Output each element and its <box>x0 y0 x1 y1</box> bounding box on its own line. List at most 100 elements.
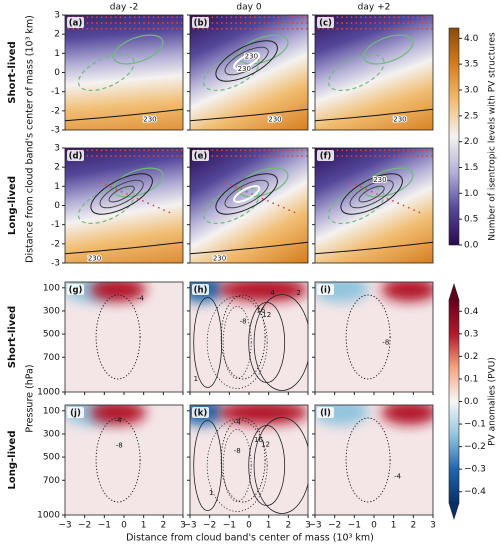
pv-marker <box>301 22 303 24</box>
pv-marker <box>379 27 381 30</box>
pv-marker <box>133 155 136 157</box>
contour-label: 1 <box>194 375 198 383</box>
pv-marker <box>220 155 223 157</box>
pv-marker <box>239 16 242 19</box>
colorbar <box>448 27 460 246</box>
pv-marker <box>364 22 367 24</box>
pv-marker <box>105 155 108 157</box>
pv-marker <box>143 149 145 152</box>
column-title: day 0 <box>236 3 261 13</box>
contour <box>108 185 135 203</box>
pv-marker <box>288 209 291 212</box>
pv-marker <box>245 190 248 193</box>
pv-marker <box>110 16 112 19</box>
pv-marker <box>95 149 98 152</box>
contour-label: -8 <box>240 318 247 326</box>
panel-label: (b) <box>194 19 208 29</box>
pv-marker <box>105 27 108 30</box>
background <box>190 148 308 263</box>
pv-marker <box>216 22 219 24</box>
panel: 230 <box>65 15 183 130</box>
y-tick-label: 3 <box>54 11 60 21</box>
colorbar-tick-label: 4.0 <box>464 34 479 44</box>
pv-marker <box>305 16 308 19</box>
pv-marker <box>393 27 395 30</box>
pv-marker <box>162 16 164 19</box>
pv-marker <box>254 149 256 152</box>
pv-marker <box>157 22 160 24</box>
pv-marker <box>365 188 368 191</box>
pv-marker <box>110 22 112 24</box>
pv-marker <box>383 155 386 157</box>
pv-marker <box>393 149 395 152</box>
pv-marker <box>115 188 118 191</box>
contour <box>220 294 266 380</box>
pv-marker <box>355 22 358 24</box>
pv-marker <box>258 149 261 152</box>
contour-label: 230 <box>373 176 386 184</box>
contour <box>77 186 135 225</box>
pv-marker <box>168 211 171 214</box>
pv-marker <box>293 211 296 214</box>
pv-marker <box>336 16 339 19</box>
contour <box>65 241 183 255</box>
x-axis-title: Distance from cloud band's center of mas… <box>126 533 374 544</box>
pv-marker <box>239 149 242 152</box>
pv-marker <box>224 181 227 184</box>
pv-marker <box>301 27 303 30</box>
pv-marker <box>282 22 285 24</box>
x-tick-label: 3 <box>430 521 436 531</box>
pv-marker <box>211 155 214 157</box>
contour <box>95 294 141 380</box>
contour <box>77 53 135 92</box>
pv-marker <box>272 202 275 205</box>
pv-marker <box>291 22 294 24</box>
panel-label-box <box>192 150 209 161</box>
pv-marker <box>258 27 261 30</box>
pv-marker <box>249 149 252 152</box>
colorbar-tick-label: −0.3 <box>464 465 486 475</box>
pv-marker <box>407 16 410 19</box>
panel: -4 <box>65 282 183 392</box>
row-label: Long-lived <box>7 176 18 235</box>
contour <box>224 46 269 76</box>
pv-marker <box>235 186 237 189</box>
pv-marker <box>350 155 353 157</box>
pv-marker <box>143 27 145 30</box>
pv-marker <box>266 200 269 202</box>
pv-marker <box>124 27 127 30</box>
contour-label: 230 <box>245 52 258 60</box>
pv-marker <box>100 155 103 157</box>
pv-marker <box>225 27 228 30</box>
contour <box>349 179 394 209</box>
pv-marker <box>258 16 261 19</box>
anomaly <box>381 405 433 425</box>
pv-marker <box>124 155 127 157</box>
x-tick-label: 0 <box>371 521 377 531</box>
pv-marker <box>416 155 419 157</box>
pv-marker <box>143 16 145 19</box>
pv-marker <box>258 22 261 24</box>
pv-marker <box>119 155 122 157</box>
anomaly <box>218 282 308 302</box>
contour-label: 230 <box>88 254 101 262</box>
pv-marker <box>383 149 386 152</box>
y-tick-label: -3 <box>51 126 60 136</box>
y-tick-label: 1000 <box>37 388 60 398</box>
pv-marker <box>301 155 303 157</box>
pv-marker <box>263 16 266 19</box>
pv-marker <box>397 202 400 205</box>
pv-marker <box>268 16 270 19</box>
pv-marker <box>416 22 419 24</box>
pv-marker <box>110 27 112 30</box>
pv-marker <box>86 155 89 157</box>
pv-marker <box>77 27 79 30</box>
panel: 230 <box>315 15 433 130</box>
pv-marker <box>95 27 98 30</box>
panel: 230 <box>65 148 183 263</box>
pv-marker <box>421 27 424 30</box>
pv-marker <box>235 22 237 24</box>
pv-marker <box>216 27 219 30</box>
